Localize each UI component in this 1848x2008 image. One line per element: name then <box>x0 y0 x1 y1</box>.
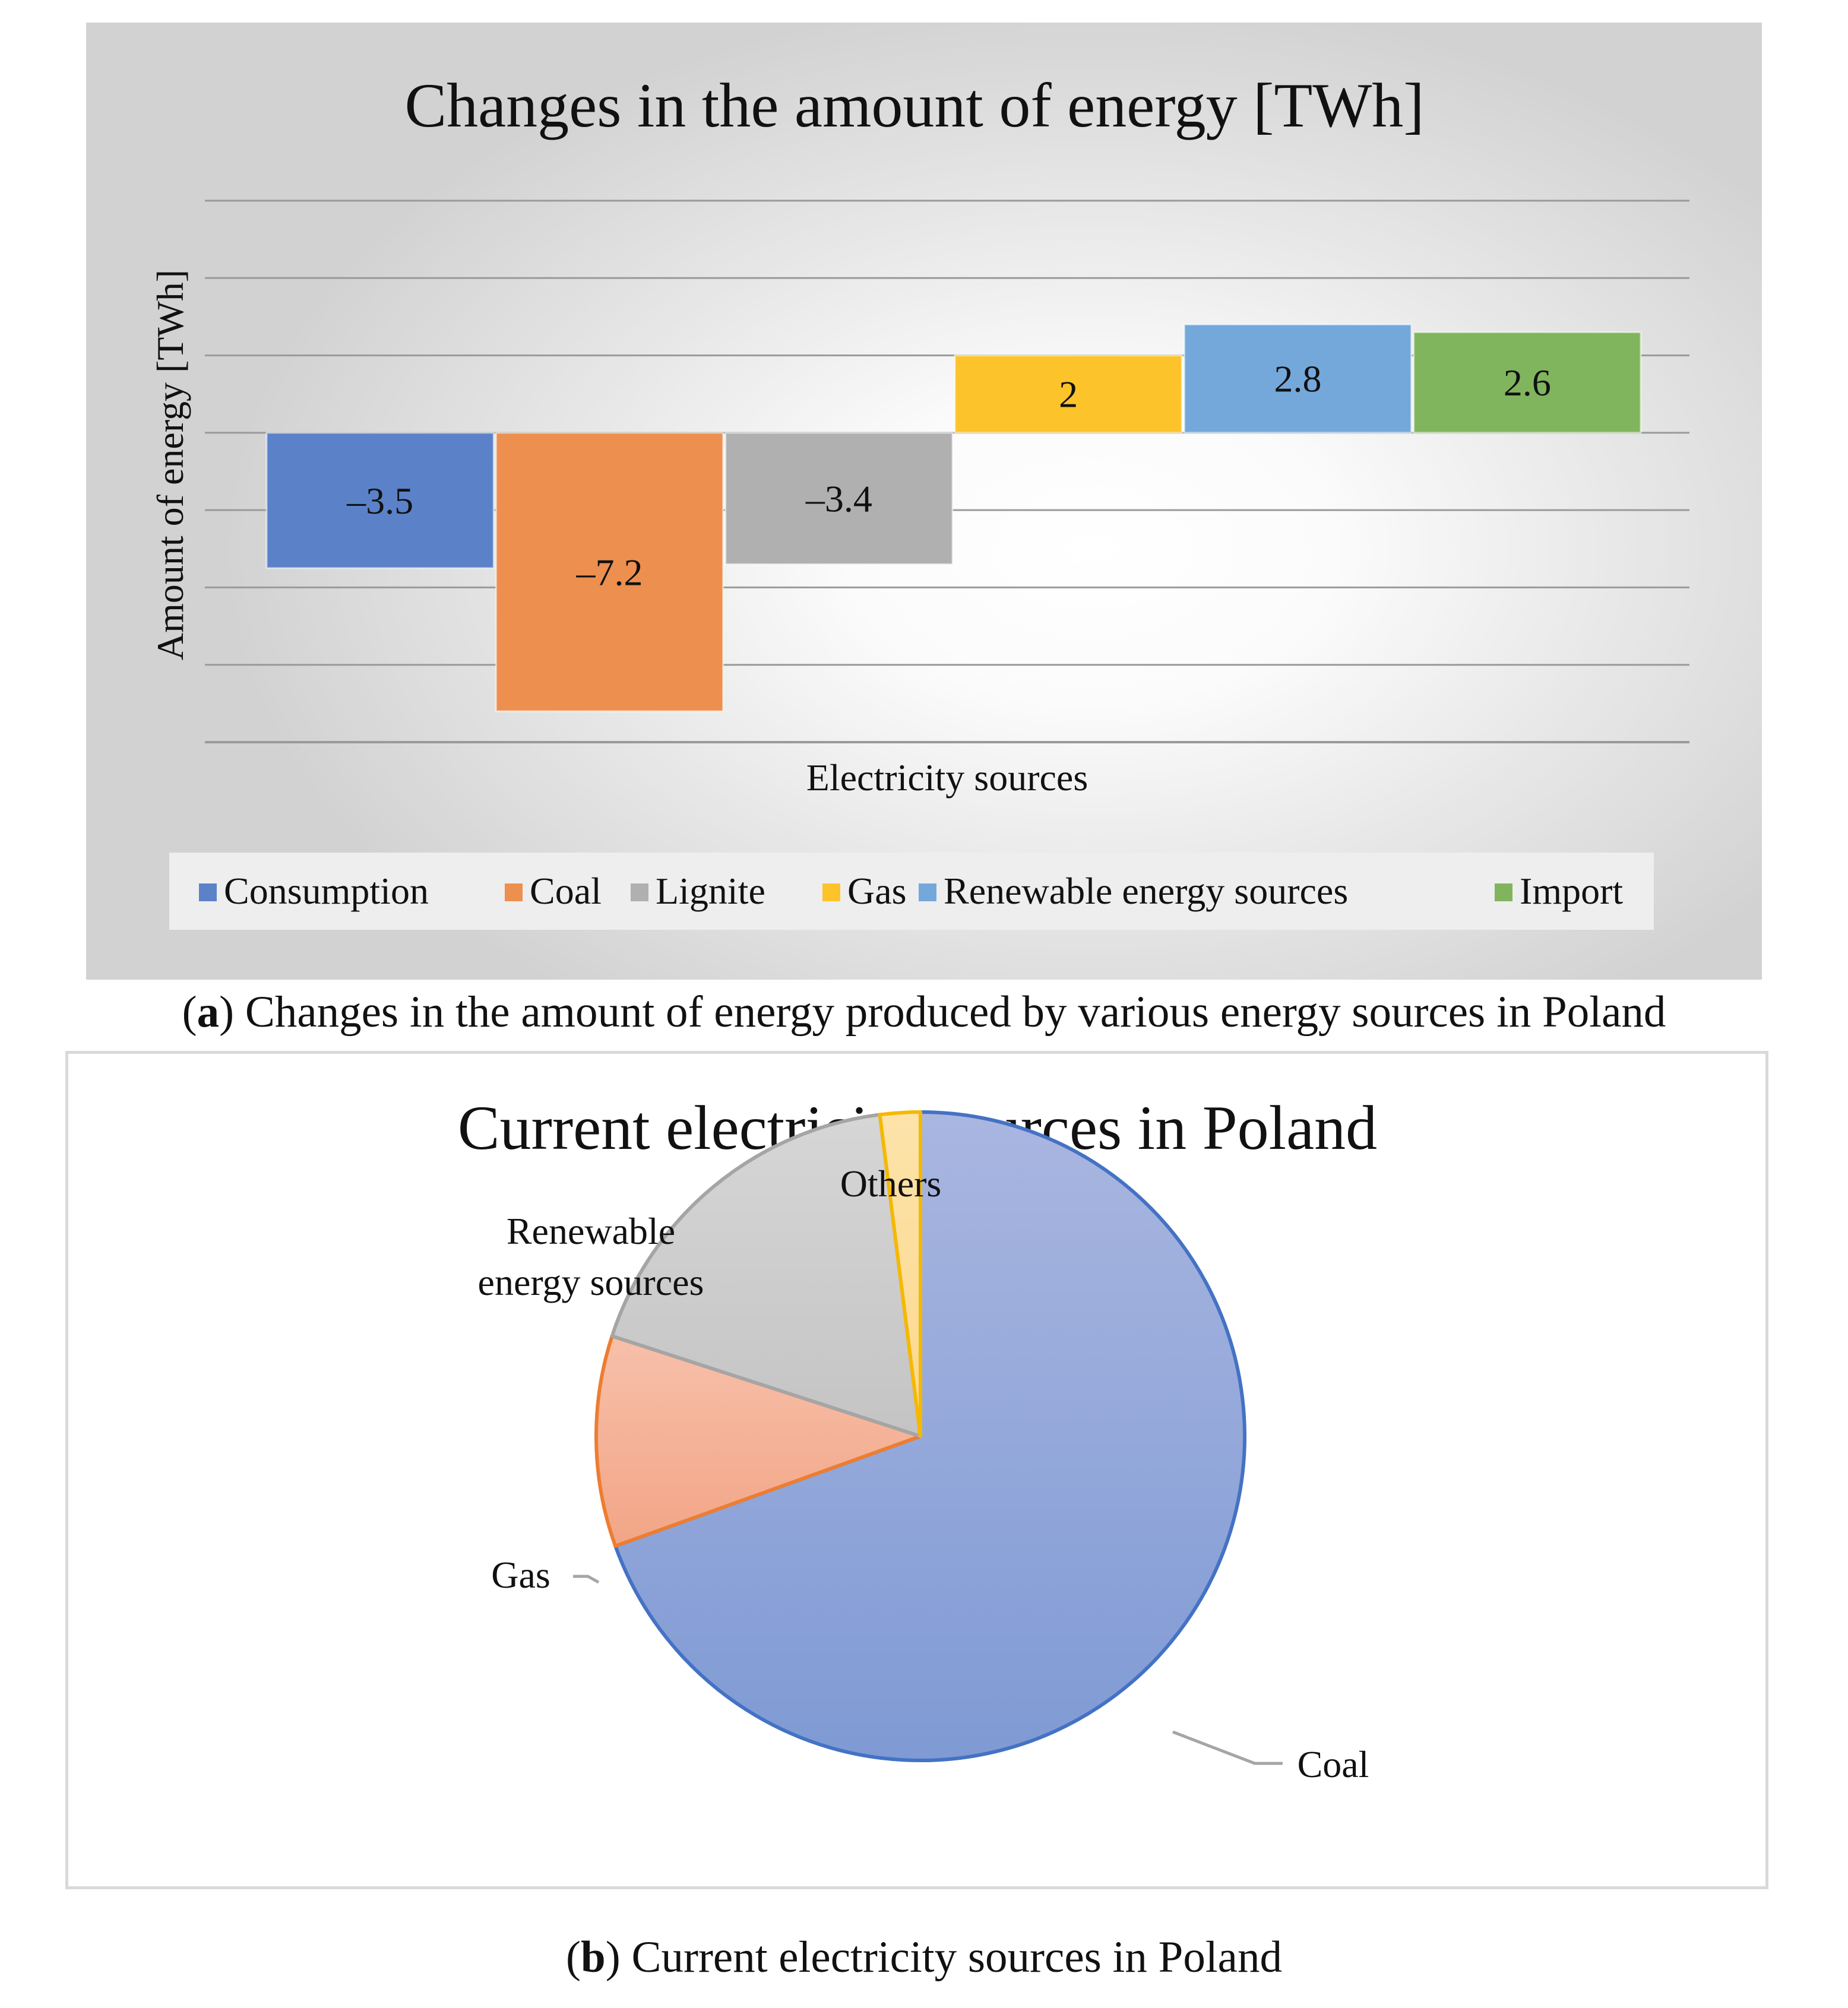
legend-swatch-lignite <box>631 883 648 901</box>
slice-gas <box>594 1334 922 1548</box>
leader-line-gas <box>573 1575 600 1584</box>
label-gas: Gas <box>491 1554 550 1596</box>
label-renewable-line-2: energy sources <box>478 1261 704 1303</box>
slice-labels: Coal Gas Renewable energy sources Others <box>478 1163 1369 1785</box>
bar-data-labels: –3.5 –7.2 –3.4 2 2.8 2.6 <box>346 358 1551 594</box>
label-coal: Coal <box>1298 1743 1369 1785</box>
caption-a-letter: a <box>197 987 220 1037</box>
bar-lignite <box>724 432 954 565</box>
bar-coal <box>495 432 724 712</box>
bar-renewable-energy-sources <box>1183 323 1413 434</box>
legend-label-coal: Coal <box>530 870 602 912</box>
label-others: Others <box>840 1163 942 1205</box>
bar-chart: –3.5 –7.2 –3.4 2 2.8 2.6 Changes in the amoun… <box>149 71 1689 930</box>
bar-gas <box>954 354 1183 434</box>
bar-label-gas: 2 <box>1059 373 1078 416</box>
label-renewable-line-1: Renewable <box>507 1210 675 1252</box>
bar-label-import: 2.6 <box>1504 362 1551 404</box>
legend-swatch-gas <box>822 883 840 901</box>
legend-swatch-renewable-energy-sources <box>919 883 936 901</box>
bar-import <box>1413 331 1642 434</box>
leader-lines <box>573 1575 1283 1765</box>
legend-label-consumption: Consumption <box>224 870 429 912</box>
legend-label-renewable-energy-sources: Renewable energy sources <box>944 870 1348 912</box>
y-axis-label: Amount of energy [TWh] <box>149 270 191 660</box>
slice-coal <box>613 1110 1246 1762</box>
legend-label-gas: Gas <box>847 870 907 912</box>
bar-chart-panel: –3.5 –7.2 –3.4 2 2.8 2.6 Changes in the amoun… <box>86 23 1762 980</box>
caption-a: (a) Changes in the amount of energy prod… <box>182 987 1666 1037</box>
legend-swatch-coal <box>505 883 523 901</box>
bar-label-lignite: –3.4 <box>805 478 872 520</box>
legend-swatch-import <box>1495 883 1512 901</box>
pie-chart-panel: Current electricity sources in Poland Co… <box>65 1051 1768 1889</box>
caption-b: (b) Current electricity sources in Polan… <box>566 1933 1282 1982</box>
bar-label-coal: –7.2 <box>576 551 643 593</box>
legend-label-import: Import <box>1520 870 1623 912</box>
caption-b-text: ) Current electricity sources in Poland <box>605 1933 1282 1982</box>
legend: Consumption Coal Lignite Gas Renewable energ… <box>199 870 1623 912</box>
caption-a-text: ) Changes in the amount of energy produc… <box>219 987 1666 1037</box>
bar-label-consumption: –3.5 <box>346 480 413 522</box>
bar-label-renewable-energy-sources: 2.8 <box>1274 358 1322 400</box>
slice-others <box>878 1110 922 1438</box>
pie-slices <box>594 1110 1246 1762</box>
bars <box>265 323 1642 712</box>
slice-renewable-energy-sources <box>610 1113 922 1438</box>
caption-b-letter: b <box>581 1933 606 1982</box>
legend-label-lignite: Lignite <box>656 870 765 912</box>
x-axis-label: Electricity sources <box>806 756 1088 799</box>
legend-background <box>169 853 1654 930</box>
legend-swatch-consumption <box>199 883 217 901</box>
bar-consumption <box>265 432 495 569</box>
chart-title: Changes in the amount of energy [TWh] <box>404 71 1424 140</box>
pie-chart: Current electricity sources in Poland Co… <box>458 1093 1377 1785</box>
leader-line-coal <box>1172 1730 1283 1765</box>
